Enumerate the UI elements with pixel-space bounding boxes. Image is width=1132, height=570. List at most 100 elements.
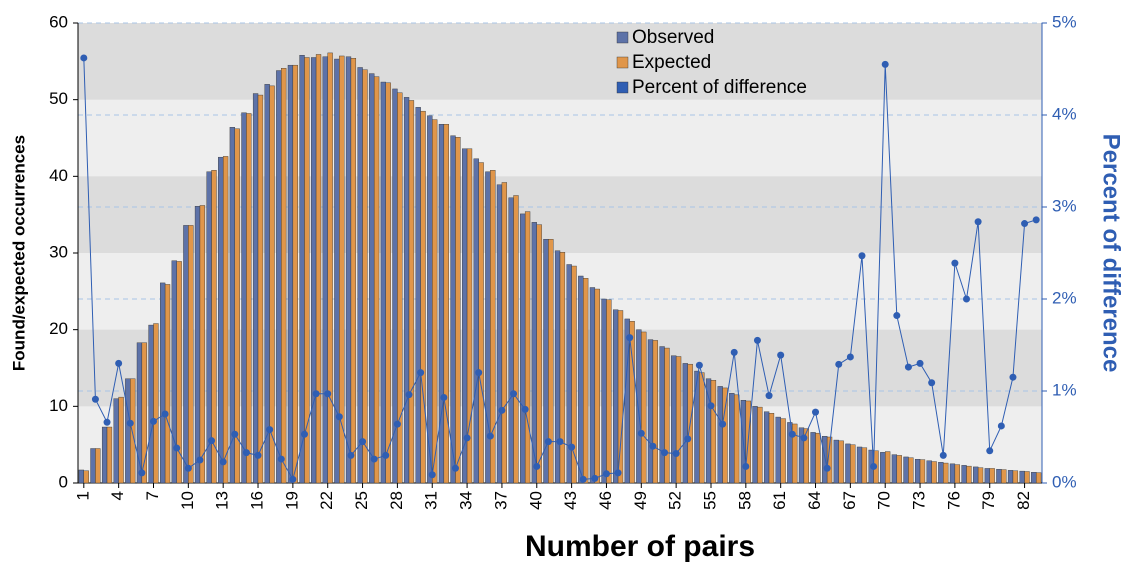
bar [919,459,926,484]
bar [160,282,166,484]
bar [880,452,886,484]
bar [466,148,473,484]
marker [138,469,146,477]
bar [763,411,770,484]
bar [222,156,229,484]
x-tick-label: 16 [248,491,267,510]
x-tick-label: 64 [805,491,824,510]
marker [149,417,157,425]
bar [629,321,635,484]
x-tick-label: 13 [213,491,232,510]
bar [490,169,496,484]
marker [475,369,483,377]
bar [420,110,426,484]
bar [83,470,89,484]
marker [347,451,355,459]
bar [478,162,484,484]
bar [164,284,171,484]
y-tick-label: 60 [49,12,68,31]
bar [775,416,781,484]
bar [554,250,561,484]
marker [904,363,912,371]
y2-tick-label: 3% [1052,196,1077,215]
marker [928,379,936,387]
bar [961,465,967,484]
bar [362,69,368,484]
bar [612,309,619,484]
bar [311,57,317,484]
bar [345,56,352,484]
marker [266,426,274,434]
marker [115,359,123,367]
marker [196,456,204,464]
bar [101,426,108,484]
x-tick-label: 7 [143,491,162,500]
bar [450,135,456,484]
marker [242,449,250,457]
bar [885,451,891,484]
x-tick-label: 28 [387,491,406,510]
bar [891,454,898,484]
x-tick-label: 25 [352,491,371,510]
y-tick-label: 30 [49,242,68,261]
bar [1001,469,1007,484]
bar [768,413,775,484]
bar [949,463,956,484]
bar [241,112,247,484]
marker [498,406,506,414]
marker [312,390,320,398]
bar [194,206,201,484]
bar [78,469,85,484]
bar [583,278,589,484]
marker [951,259,959,267]
x-tick-label: 43 [561,491,580,510]
bar [856,446,863,484]
marker [556,438,564,446]
bar [246,113,252,484]
bar [705,378,712,484]
marker [788,430,796,438]
bar [710,380,717,484]
marker [568,443,576,451]
bar [188,225,194,484]
bar [357,67,363,484]
legend-swatch [616,56,629,69]
marker [173,444,181,452]
legend-label: Expected [632,52,711,73]
bar [822,436,828,484]
marker [637,429,645,437]
bar [501,182,508,484]
marker [463,434,471,442]
y-tick-label: 40 [49,166,68,185]
marker [533,462,541,470]
x-tick-label: 67 [840,491,859,510]
bar [734,394,740,484]
bar [617,310,624,484]
bar [473,158,479,484]
bar [571,265,577,484]
bar [594,288,600,484]
bar [350,58,357,484]
marker [382,451,390,459]
x-tick-label: 46 [596,491,615,510]
bar [938,462,944,484]
y2-tick-label: 1% [1052,380,1077,399]
bar [559,252,566,484]
bar [1007,470,1014,484]
bar [206,171,212,484]
bar [914,459,921,484]
x-tick-label: 31 [422,491,441,510]
bar [850,444,856,484]
marker [881,60,889,68]
bar [113,398,119,484]
bar [427,115,433,484]
bar [218,156,224,484]
marker [765,392,773,400]
marker [405,391,413,399]
marker [393,420,401,428]
x-tick-label: 22 [317,491,336,510]
bar [931,461,937,484]
marker [730,348,738,356]
bar [996,469,1002,484]
